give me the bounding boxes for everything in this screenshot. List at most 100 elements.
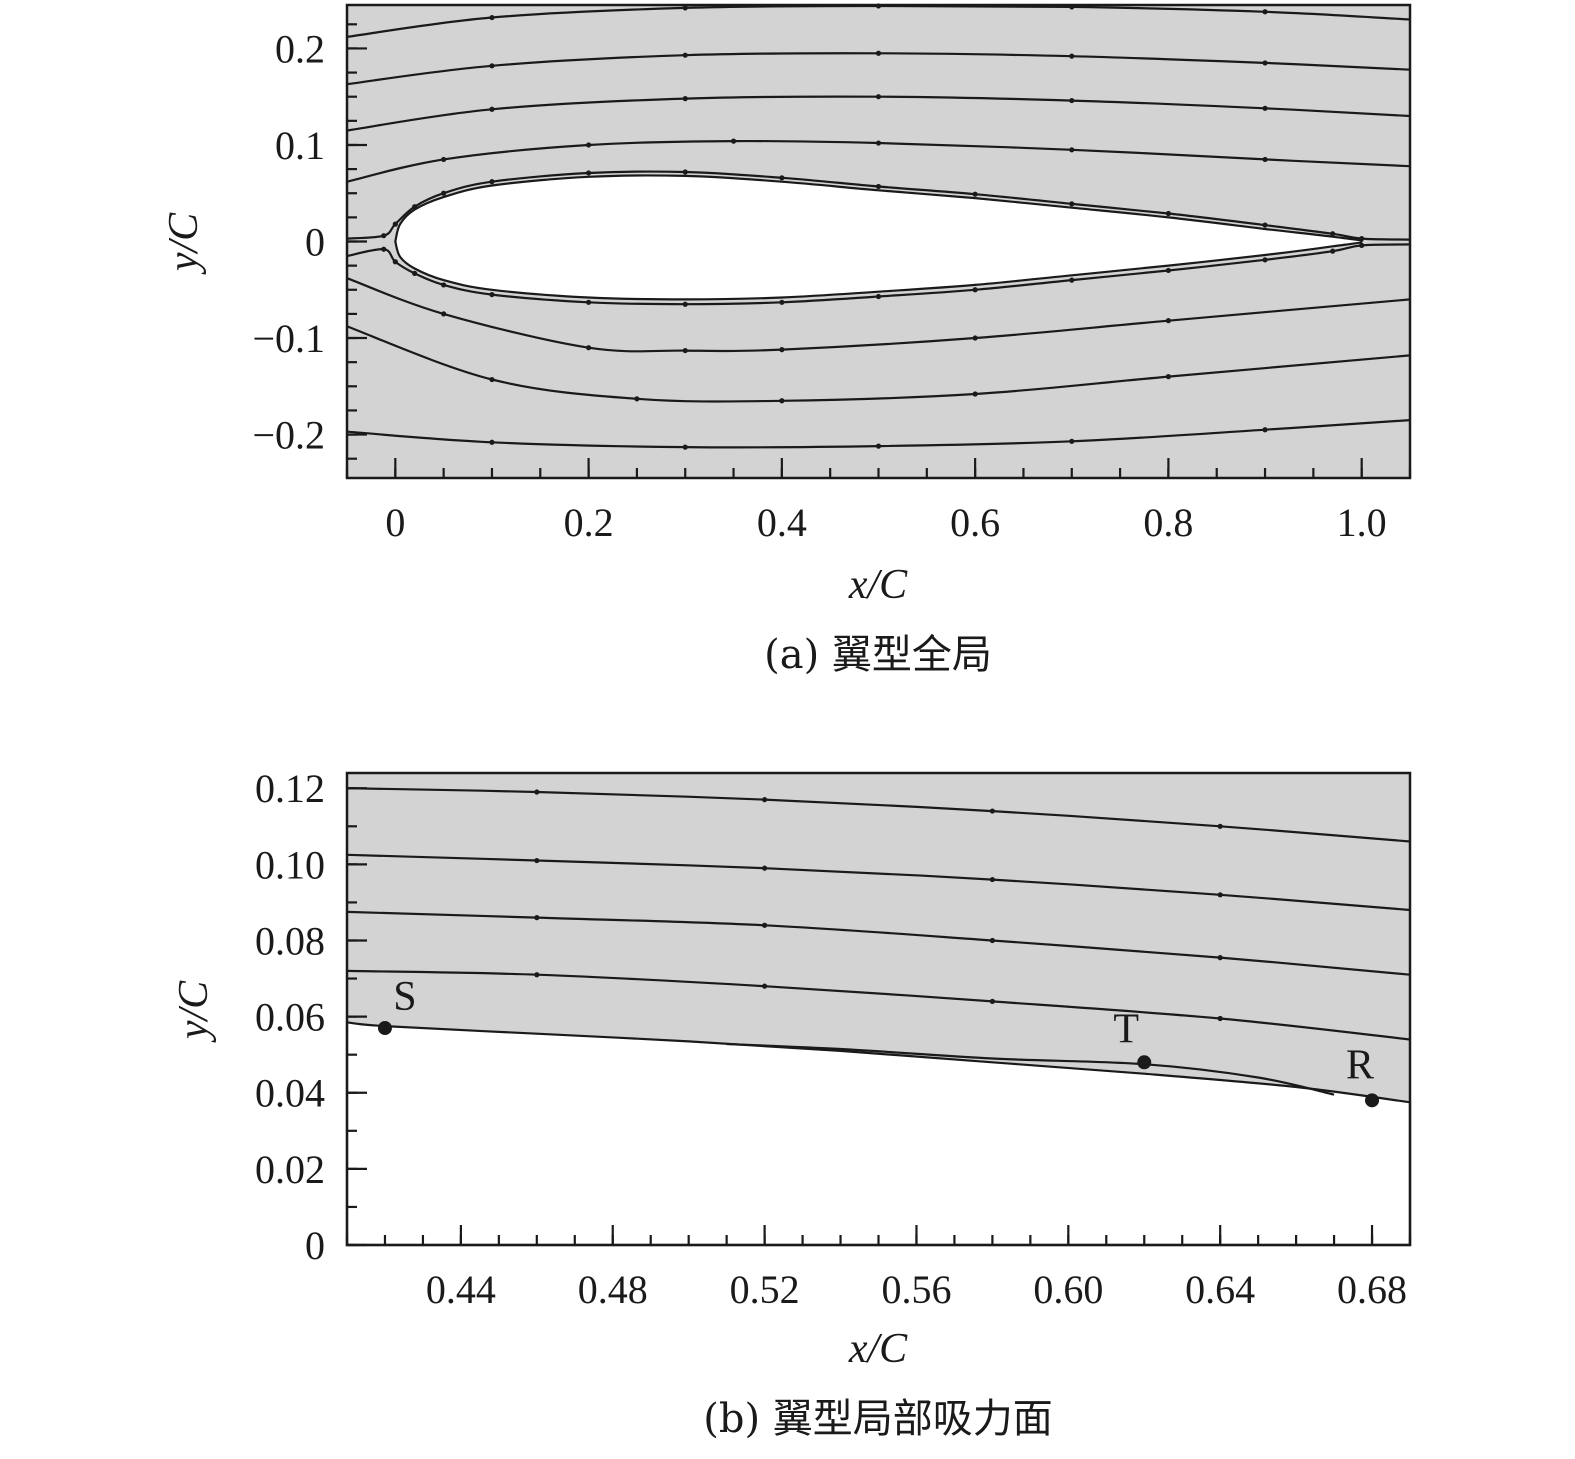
panel-b-marker-label: T: [1113, 1006, 1139, 1052]
panel-b-x-tick-label: 0.56: [881, 1267, 951, 1312]
panel-a-y-tick-label: 0.2: [275, 26, 325, 71]
panel-a-x-tick-label: 1.0: [1337, 500, 1387, 545]
panel-a-streamline-marker: [875, 293, 882, 300]
panel-a-streamline-marker: [634, 396, 640, 402]
panel-a-ylabel: y/C: [161, 212, 207, 275]
panel-a-streamline-marker: [585, 299, 592, 305]
panel-b-marker-t: [1137, 1055, 1152, 1070]
panel-a-streamline-marker: [682, 347, 688, 354]
panel-a-streamline-marker: [972, 191, 978, 197]
panel-b-streamline-marker: [762, 797, 768, 803]
panel-a: 0 0.2 0.4 0.6 0.8 1.0 0.2 0.1 0 −0.1 −0.2 x/C y/C…: [161, 3, 1412, 678]
panel-b-x-tick-label: 0.48: [578, 1267, 648, 1312]
panel-a-y-tick-label: 0: [305, 220, 325, 265]
panel-a-x-tick-label: 0.4: [757, 500, 807, 545]
panel-b-streamline: [346, 910, 1411, 976]
panel-b-streamline: [346, 969, 1411, 1041]
panel-b-x-tick-label: 0.64: [1185, 1267, 1255, 1312]
panel-a-y-tick-label: −0.1: [252, 316, 325, 361]
panel-b-marker-label: R: [1346, 1042, 1374, 1088]
panel-b-streamline-marker: [989, 808, 995, 814]
panel-a-streamline-marker: [1330, 231, 1336, 237]
panel-a-airfoil: [394, 174, 1363, 301]
panel-a-x-tick-label: 0.2: [564, 500, 614, 545]
panel-a-y-ticks: 0.2 0.1 0 −0.1 −0.2: [252, 23, 367, 460]
panel-a-streamline-marker: [682, 5, 688, 11]
panel-b-marker-r: [1365, 1093, 1380, 1108]
panel-a-streamline-marker: [682, 96, 688, 102]
panel-a-streamline-marker: [875, 94, 882, 100]
panel-a-streamline-marker: [972, 391, 978, 397]
panel-a-streamline-marker: [972, 287, 978, 293]
panel-a-x-tick-label: 0.6: [950, 500, 1000, 545]
panel-a-caption: (a) 翼型全局: [764, 632, 992, 678]
panel-b-x-ticks: 0.44 0.48 0.52 0.56 0.60 0.64 0.68: [345, 1225, 1412, 1312]
panel-a-streamline-marker: [779, 398, 785, 404]
panel-b-y-ticks: 0.12 0.10 0.08 0.06 0.04 0.02 0: [255, 766, 367, 1268]
panel-a-streamline-marker: [1262, 427, 1268, 433]
panel-a-streamline-marker: [1165, 267, 1172, 274]
panel-a-streamline-marker: [585, 170, 592, 176]
panel-a-streamline-marker: [1330, 248, 1336, 254]
panel-b-streamline-marker: [534, 789, 540, 795]
panel-a-y-tick-label: −0.2: [252, 413, 325, 458]
panel-b-y-tick-label: 0.06: [255, 995, 325, 1040]
panel-a-streamline-marker: [1165, 318, 1172, 324]
panel-b-streamlines: [346, 787, 1411, 1041]
panel-a-streamline-marker: [1069, 277, 1075, 283]
panel-a-streamline-marker: [489, 63, 495, 69]
panel-a-streamlines: [346, 3, 1411, 450]
panel-a-streamline-marker: [875, 140, 882, 146]
panel-b-marker-label: S: [393, 974, 416, 1020]
panel-a-streamline-marker: [489, 106, 495, 112]
panel-a-streamline-marker: [441, 282, 447, 288]
panel-b-streamline-marker: [762, 865, 768, 871]
panel-a-streamline-marker: [1069, 438, 1075, 444]
panel-b-caption: (b) 翼型局部吸力面: [703, 1396, 1053, 1442]
panel-b-streamline-marker: [1217, 1015, 1223, 1022]
panel-b-streamline-marker: [989, 998, 995, 1004]
panel-a-streamline-marker: [1165, 374, 1172, 380]
panel-a-y-tick-label: 0.1: [275, 123, 325, 168]
panel-b-streamline-marker: [762, 983, 768, 989]
panel-b-streamline: [346, 787, 1411, 843]
panel-b-x-tick-label: 0.60: [1033, 1267, 1103, 1312]
panel-a-streamline-marker: [730, 138, 737, 144]
panel-a-streamline: [346, 139, 1411, 183]
panel-a-streamline-marker: [682, 169, 688, 175]
panel-b-streamline-marker: [1217, 955, 1223, 961]
panel-a-streamline-marker: [1262, 60, 1268, 66]
panel-b-y-tick-label: 0.08: [255, 918, 325, 963]
panel-b: STR 0.44 0.48 0.52 0.56 0.60 0.64 0.68 0.120.1…: [171, 766, 1412, 1442]
panel-b-xlabel: x/C: [848, 1326, 908, 1372]
panel-a-streamline-marker: [1262, 257, 1268, 263]
panel-a-streamline-marker: [779, 175, 785, 181]
panel-b-streamline-marker: [762, 922, 768, 928]
panel-a-streamline-marker: [682, 444, 688, 450]
panel-a-streamline-marker: [489, 14, 495, 21]
panel-b-streamline-marker: [534, 915, 540, 921]
panel-a-streamline-marker: [1262, 9, 1268, 15]
panel-a-streamline-marker: [1069, 53, 1075, 59]
panel-b-airfoil-surface: [345, 1021, 1412, 1247]
panel-a-streamline-marker: [585, 345, 592, 351]
panel-a-streamline-marker: [1262, 105, 1268, 111]
panel-b-streamline-marker: [1217, 892, 1223, 898]
panel-a-streamline-marker: [489, 291, 495, 298]
panel-a-streamline-marker: [875, 50, 882, 56]
panel-b-x-tick-label: 0.68: [1337, 1267, 1407, 1312]
panel-a-streamline-marker: [1069, 97, 1075, 104]
panel-b-streamline: [346, 853, 1411, 912]
panel-b-y-tick-label: 0.04: [255, 1071, 325, 1116]
panel-b-y-tick-label: 0.10: [255, 842, 325, 887]
panel-a-streamline-marker: [682, 52, 688, 58]
panel-a-streamline-marker: [585, 142, 592, 148]
panel-a-streamline-marker: [875, 183, 882, 190]
panel-b-x-tick-label: 0.44: [426, 1267, 496, 1312]
panel-a-streamline-marker: [779, 347, 785, 353]
panel-a-x-ticks: 0 0.2 0.4 0.6 0.8 1.0: [345, 458, 1412, 545]
panel-a-streamline-marker: [489, 179, 495, 185]
panel-b-streamline-marker: [534, 857, 540, 864]
panel-a-streamline-marker: [392, 221, 398, 227]
